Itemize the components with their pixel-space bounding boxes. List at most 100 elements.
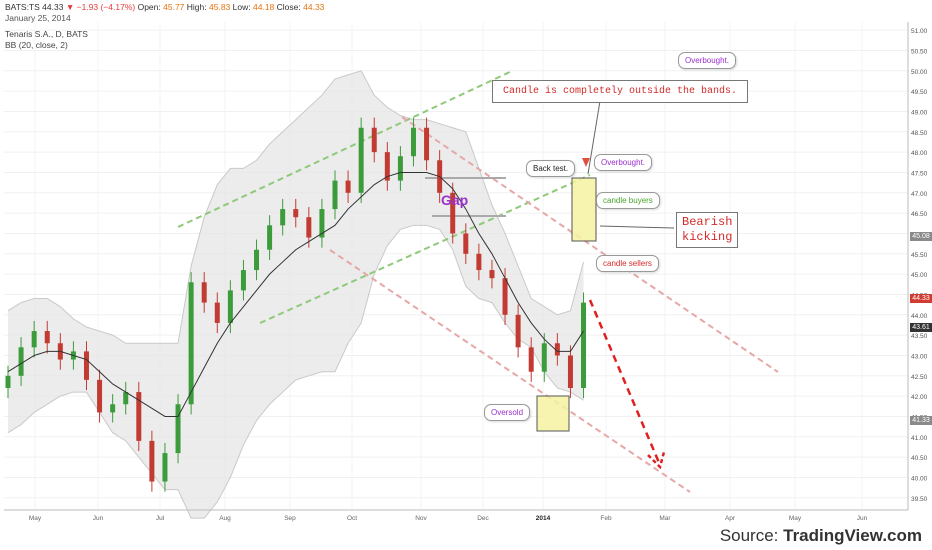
candle-body: [541, 343, 547, 372]
candle-body: [110, 404, 116, 413]
candle-body: [345, 180, 351, 193]
candle-body: [201, 282, 207, 303]
source-brand: TradingView.com: [783, 526, 922, 545]
change-value: −1.93 (−4.17%): [76, 2, 136, 12]
indicator-label[interactable]: BB (20, close, 2): [5, 40, 68, 50]
candle-body: [267, 225, 273, 250]
gap-label: Gap: [441, 192, 469, 208]
y-tick-label: 42.00: [911, 394, 928, 401]
x-tick-label: Jun: [857, 515, 868, 522]
x-tick-label: 2014: [536, 515, 551, 522]
price-tag-upper: 45.08: [910, 232, 932, 241]
y-tick-label: 47.50: [911, 170, 928, 177]
x-tick-label: Apr: [725, 515, 736, 522]
candle-buyers-callout: candle buyers: [596, 192, 660, 209]
candle-body: [450, 192, 456, 234]
candle-body: [214, 302, 220, 323]
low-value: 44.18: [253, 2, 275, 12]
y-tick-label: 40.00: [911, 475, 928, 482]
close-label: Close:: [276, 2, 301, 12]
bollinger-upper-line: [7, 70, 585, 344]
y-tick-label: 48.00: [911, 150, 928, 157]
x-tick-label: Jun: [93, 515, 104, 522]
downtrend-upper-line: [401, 116, 779, 373]
x-tick-label: Aug: [219, 515, 231, 522]
overbought-top-callout: Overbought.: [678, 52, 737, 69]
candle-body: [31, 331, 37, 348]
candle-body: [188, 282, 194, 405]
callout-pointer: [587, 100, 601, 175]
y-tick-label: 44.00: [911, 313, 928, 320]
candle-body: [293, 209, 299, 218]
candle-body: [83, 351, 89, 380]
quote-date: January 25, 2014: [5, 13, 71, 23]
down-triangle-icon: ▼: [65, 2, 75, 12]
candle-body: [581, 302, 587, 388]
candle-body: [489, 270, 495, 279]
high-value: 45.83: [209, 2, 231, 12]
candle-body: [123, 392, 129, 405]
candle-body: [463, 233, 469, 254]
candle-body: [227, 290, 233, 323]
overbought-mid-callout: Overbought.: [594, 154, 653, 171]
instrument-title[interactable]: Tenaris S.A., D, BATS: [5, 29, 88, 39]
candle-body: [149, 440, 155, 482]
close-value: 44.33: [303, 2, 325, 12]
y-tick-label: 45.00: [911, 272, 928, 279]
y-tick-label: 39.50: [911, 496, 928, 503]
candle-body: [18, 347, 24, 376]
y-tick-label: 43.00: [911, 353, 928, 360]
candle-body: [358, 127, 364, 193]
candle-body: [397, 156, 403, 181]
candle-body: [554, 343, 560, 356]
candle-sellers-callout: candle sellers: [596, 255, 659, 272]
candle-body: [371, 127, 377, 153]
x-tick-label: Jul: [156, 515, 165, 522]
low-label: Low:: [232, 2, 251, 12]
open-label: Open:: [137, 2, 161, 12]
candle-body: [424, 127, 430, 161]
back-test-callout: Back test.: [526, 160, 576, 177]
oversold-box: [536, 395, 570, 432]
price-tag-middle: 43.61: [910, 323, 932, 332]
candle-body: [162, 453, 168, 482]
upper-channel-line: [177, 70, 513, 228]
x-tick-label: Sep: [284, 515, 296, 522]
candle-body: [5, 375, 11, 388]
x-tick-label: Nov: [415, 515, 427, 522]
y-tick-label: 41.00: [911, 435, 928, 442]
candle-body: [515, 314, 521, 348]
bearish-kicking-callout: Bearish kicking: [676, 212, 739, 248]
high-label: High:: [186, 2, 207, 12]
candle-body: [44, 331, 50, 344]
outside-bands-callout: Candle is completely outside the bands.: [492, 80, 749, 103]
candle-body: [175, 404, 181, 454]
x-tick-label: Oct: [347, 515, 357, 522]
y-tick-label: 51.00: [911, 28, 928, 35]
candle-body: [502, 278, 508, 315]
y-tick-label: 50.00: [911, 69, 928, 76]
bollinger-lower-line: [7, 224, 584, 519]
x-tick-label: May: [29, 515, 42, 522]
y-tick-label: 49.00: [911, 109, 928, 116]
projection-arrow: [588, 299, 662, 466]
candle-body: [528, 347, 534, 372]
oversold-callout: Oversold: [484, 404, 531, 421]
source-credit[interactable]: Source: TradingView.com: [720, 526, 922, 546]
y-tick-label: 40.50: [911, 455, 928, 462]
y-tick-label: 45.50: [911, 252, 928, 259]
y-tick-label: 50.50: [911, 48, 928, 55]
y-tick-label: 46.50: [911, 211, 928, 218]
symbol-quote: BATS:TS 44.33 ▼ −1.93 (−4.17%) Open: 45.…: [5, 2, 324, 12]
bearish-pointer: [599, 225, 675, 229]
price-tag-lower: 41.33: [910, 416, 932, 425]
downtrend-lower-line: [329, 249, 691, 493]
lower-channel-line: [259, 174, 591, 324]
bollinger-basis-line: [7, 171, 584, 417]
candle-body: [254, 249, 260, 271]
y-tick-label: 43.50: [911, 333, 928, 340]
x-tick-label: Mar: [659, 515, 671, 522]
x-tick-label: May: [789, 515, 802, 522]
candle-body: [280, 209, 286, 226]
